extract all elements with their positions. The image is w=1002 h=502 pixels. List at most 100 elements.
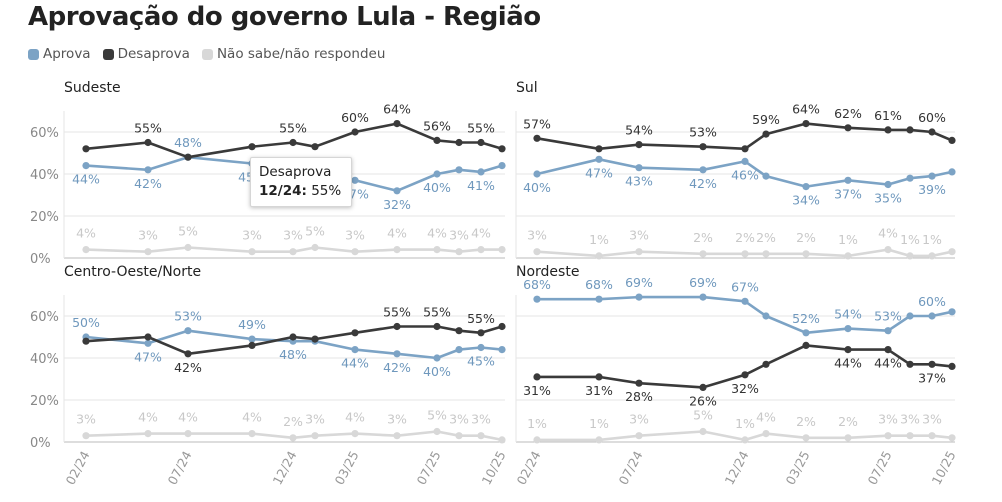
sudeste-data-label-aprova: 44% xyxy=(72,172,100,187)
legend-label-nao-sabe: Não sabe/não respondeu xyxy=(216,46,386,62)
sul-data-label-nao-sabe-nao-respondeu: 3% xyxy=(629,228,649,243)
sul-point-desaprova xyxy=(699,143,707,151)
sul-point-desaprova xyxy=(906,126,914,134)
sudeste-point-nao-sabe-nao-respondeu xyxy=(248,248,256,256)
sudeste-point-desaprova xyxy=(477,138,485,147)
panel-title-sudeste: Sudeste xyxy=(64,80,121,96)
centro-oeste-norte-point-aprova xyxy=(351,346,359,354)
nordeste-data-label-aprova: 69% xyxy=(689,275,717,290)
sul-point-desaprova xyxy=(762,130,770,138)
nordeste-point-nao-sabe-nao-respondeu xyxy=(741,436,749,444)
centro-oeste-norte-data-label-nao-sabe-nao-respondeu: 2% xyxy=(283,414,303,429)
panel-title-sul: Sul xyxy=(516,80,538,96)
nordeste-data-label-desaprova: 28% xyxy=(625,389,653,404)
sudeste-point-desaprova xyxy=(393,120,401,128)
nordeste-x-tick-label: 03/25 xyxy=(782,448,812,487)
sudeste-data-label-nao-sabe-nao-respondeu: 3% xyxy=(449,228,469,243)
centro-oeste-norte-point-desaprova xyxy=(311,335,319,343)
sul-data-label-desaprova: 57% xyxy=(523,116,551,131)
nordeste-data-label-desaprova: 32% xyxy=(731,381,759,396)
sul-data-label-nao-sabe-nao-respondeu: 2% xyxy=(796,230,816,245)
nordeste-point-desaprova xyxy=(948,362,956,370)
centro-oeste-norte-data-label-nao-sabe-nao-respondeu: 4% xyxy=(178,410,198,425)
centro-oeste-norte-data-label-nao-sabe-nao-respondeu: 3% xyxy=(305,412,325,427)
sudeste-point-aprova xyxy=(498,162,506,170)
legend-item-aprova[interactable]: Aprova xyxy=(28,46,91,62)
centro-oeste-norte-point-nao-sabe-nao-respondeu xyxy=(498,436,506,444)
sudeste-data-label-nao-sabe-nao-respondeu: 4% xyxy=(471,226,491,241)
nordeste-data-label-nao-sabe-nao-respondeu: 1% xyxy=(735,416,755,431)
nordeste-data-label-nao-sabe-nao-respondeu: 1% xyxy=(589,416,609,431)
nordeste-point-aprova xyxy=(741,297,749,305)
nordeste-point-nao-sabe-nao-respondeu xyxy=(906,432,914,440)
nordeste-point-aprova xyxy=(844,325,852,333)
nordeste-data-label-nao-sabe-nao-respondeu: 3% xyxy=(900,412,920,427)
sul-point-desaprova xyxy=(884,126,892,134)
panel-title-nordeste: Nordeste xyxy=(516,264,580,280)
centro-oeste-norte-data-label-aprova: 48% xyxy=(279,347,307,362)
nordeste-data-label-nao-sabe-nao-respondeu: 1% xyxy=(527,416,547,431)
sul-point-aprova xyxy=(635,164,643,172)
sul-data-label-aprova: 37% xyxy=(834,186,862,201)
tooltip-row: 12/24: 55% xyxy=(259,182,343,201)
nordeste-x-tick-label: 02/24 xyxy=(513,448,543,487)
nordeste-x-tick-label: 10/25 xyxy=(928,448,958,487)
centro-oeste-norte-data-label-nao-sabe-nao-respondeu: 3% xyxy=(471,412,491,427)
sul-point-nao-sabe-nao-respondeu xyxy=(802,250,810,258)
sul-point-desaprova xyxy=(635,141,643,149)
sudeste-point-desaprova xyxy=(455,138,463,147)
sul-point-desaprova xyxy=(741,145,749,153)
sul-data-label-aprova: 42% xyxy=(689,176,717,191)
sul-point-desaprova xyxy=(533,134,541,142)
sudeste-y-tick-label: 20% xyxy=(30,210,59,225)
centro-oeste-norte-y-tick-label: 0% xyxy=(30,436,51,451)
sudeste-y-tick-label: 40% xyxy=(30,168,59,183)
tooltip-period: 12/24: xyxy=(259,183,307,199)
centro-oeste-norte-point-aprova xyxy=(184,327,192,335)
centro-oeste-norte-data-label-nao-sabe-nao-respondeu: 3% xyxy=(449,412,469,427)
centro-oeste-norte-point-nao-sabe-nao-respondeu xyxy=(393,432,401,440)
centro-oeste-norte-point-aprova xyxy=(498,346,506,354)
sudeste-point-desaprova xyxy=(144,138,152,147)
sul-data-label-aprova: 47% xyxy=(585,165,613,180)
sul-data-label-aprova: 35% xyxy=(874,191,902,206)
sudeste-point-desaprova xyxy=(311,143,319,151)
legend: Aprova Desaprova Não sabe/não respondeu xyxy=(28,46,385,62)
nordeste-point-aprova xyxy=(635,293,643,301)
nordeste-point-aprova xyxy=(595,295,603,303)
sul-point-nao-sabe-nao-respondeu xyxy=(533,248,541,256)
nordeste-point-aprova xyxy=(928,312,936,320)
nordeste-point-aprova xyxy=(533,295,541,303)
sudeste-point-desaprova xyxy=(433,136,441,144)
nordeste-data-label-aprova: 53% xyxy=(874,309,902,324)
centro-oeste-norte-y-tick-label: 60% xyxy=(30,310,59,325)
sul-data-label-desaprova: 60% xyxy=(918,110,946,125)
nordeste-point-desaprova xyxy=(762,360,770,368)
centro-oeste-norte-x-tick-label: 02/24 xyxy=(62,448,92,487)
nordeste-data-label-desaprova: 31% xyxy=(585,383,613,398)
centro-oeste-norte-data-label-nao-sabe-nao-respondeu: 4% xyxy=(138,410,158,425)
centro-oeste-norte-data-label-desaprova: 55% xyxy=(423,305,451,320)
centro-oeste-norte-point-nao-sabe-nao-respondeu xyxy=(184,430,192,438)
sul-point-nao-sabe-nao-respondeu xyxy=(884,246,892,254)
sudeste-point-aprova xyxy=(393,187,401,195)
centro-oeste-norte-point-desaprova xyxy=(433,322,441,331)
nordeste-data-label-nao-sabe-nao-respondeu: 4% xyxy=(756,410,776,425)
nordeste-point-nao-sabe-nao-respondeu xyxy=(699,427,707,436)
sul-point-desaprova xyxy=(595,145,603,153)
nordeste-point-aprova xyxy=(948,308,956,316)
centro-oeste-norte-point-aprova xyxy=(144,339,152,347)
nordeste-data-label-aprova: 67% xyxy=(731,279,759,294)
centro-oeste-norte-point-aprova xyxy=(248,335,256,343)
sudeste-data-label-aprova: 41% xyxy=(467,178,495,193)
centro-oeste-norte-line-nao-sabe-nao-respondeu xyxy=(85,430,503,442)
sudeste-point-desaprova xyxy=(248,143,256,151)
sul-point-aprova xyxy=(699,166,707,174)
sudeste-data-label-desaprova: 60% xyxy=(341,110,369,125)
legend-item-desaprova[interactable]: Desaprova xyxy=(102,46,190,62)
sul-data-label-nao-sabe-nao-respondeu: 4% xyxy=(878,226,898,241)
sul-data-label-aprova: 43% xyxy=(625,174,653,189)
centro-oeste-norte-line-desaprova xyxy=(85,325,503,356)
sudeste-data-label-nao-sabe-nao-respondeu: 4% xyxy=(387,226,407,241)
legend-item-nao-sabe[interactable]: Não sabe/não respondeu xyxy=(201,46,386,62)
